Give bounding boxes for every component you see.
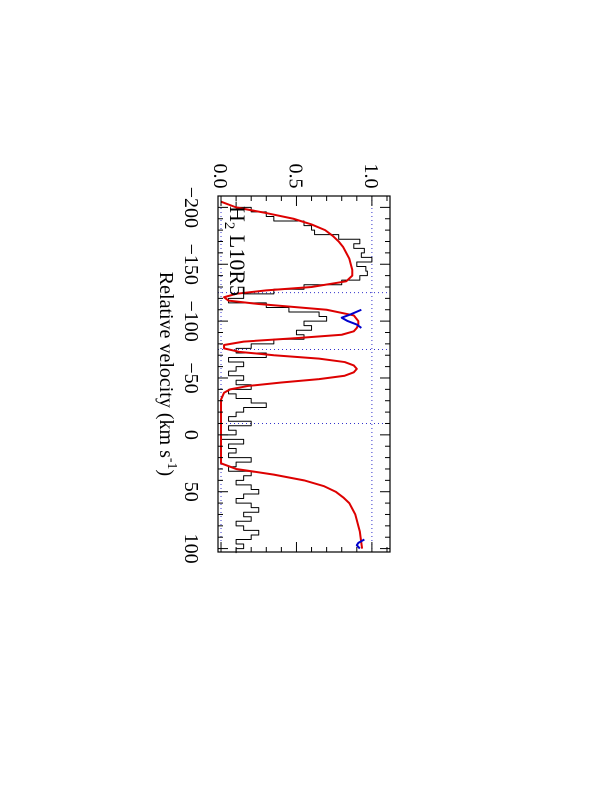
- annotation-subscript: 2: [221, 222, 237, 230]
- x-tick-label: −50: [180, 362, 202, 393]
- observed-flux-series: [220, 201, 373, 554]
- blend-component-series: [340, 308, 362, 329]
- x-tick-label: −150: [180, 244, 202, 285]
- annotation-base: H: [225, 206, 250, 222]
- x-tick-label: 0: [180, 430, 202, 440]
- x-tick-label: 50: [180, 482, 202, 502]
- x-axis-label-close: ): [155, 470, 177, 477]
- y-tick-label: 0.0: [209, 164, 231, 189]
- blend-component-series: [355, 538, 365, 550]
- model-fit-series: [220, 200, 364, 549]
- axes: −200 −150 −100 −50 0 50 100 0.0 0.5 1.0: [180, 164, 391, 564]
- x-tick-label: −200: [180, 187, 202, 228]
- y-tick-label: 0.5: [284, 164, 306, 189]
- x-tick-label: −100: [180, 300, 202, 341]
- x-axis-label-main: Relative velocity (km s: [155, 272, 177, 458]
- annotation-rest: L10R5: [225, 229, 250, 296]
- plot-area: [218, 196, 390, 554]
- x-axis-label: Relative velocity (km s-1): [155, 272, 179, 476]
- plot-frame: [217, 195, 391, 553]
- x-tick-label: 100: [180, 534, 202, 564]
- x-axis-label-superscript: -1: [164, 458, 179, 470]
- y-tick-label: 1.0: [360, 164, 382, 189]
- line-annotation: H2 L10R5: [221, 206, 250, 296]
